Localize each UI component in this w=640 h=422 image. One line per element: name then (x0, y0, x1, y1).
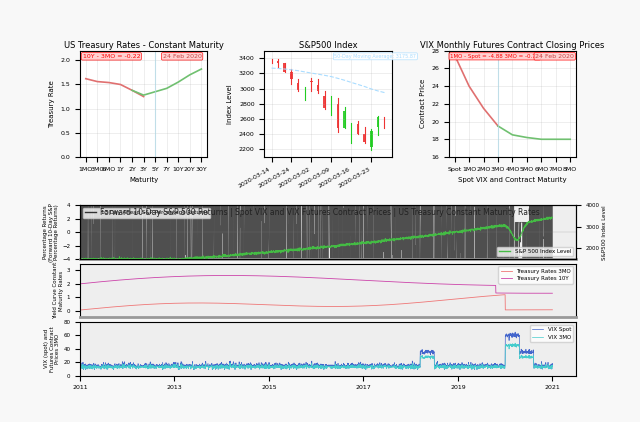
Treasury Rates 3MO (461, 295, 468, 300)
VIX Spot (480, 365, 488, 370)
VIX 3MO (461, 365, 468, 370)
Bar (323, 96, 326, 108)
Text: 10Y - 3MO = -0.22: 10Y - 3MO = -0.22 (83, 54, 140, 59)
Treasury Rates 10Y (548, 291, 556, 296)
Text: 1MO - Spot = -4.88 3MO = -0.75: 1MO - Spot = -4.88 3MO = -0.75 (450, 54, 540, 59)
VIX 3MO (76, 363, 84, 368)
Y-axis label: Yield Curve Constant
Maturity Rates: Yield Curve Constant Maturity Rates (53, 262, 64, 319)
Treasury Rates 3MO (480, 294, 488, 299)
Line: Treasury Rates 3MO: Treasury Rates 3MO (80, 295, 552, 310)
Text: 24 Feb 2020: 24 Feb 2020 (163, 54, 202, 59)
Bar (310, 81, 313, 82)
Treasury Rates 10Y (259, 273, 267, 279)
Treasury Rates 10Y (225, 273, 232, 278)
Text: 50-Day Moving Average: 3175.87: 50-Day Moving Average: 3175.87 (334, 54, 417, 59)
Title: VIX Monthly Futures Contract Closing Prices: VIX Monthly Futures Contract Closing Pri… (420, 41, 605, 50)
Bar (364, 133, 366, 141)
Treasury Rates 10Y (498, 290, 506, 295)
Treasury Rates 3MO (76, 308, 84, 313)
VIX 3MO (259, 364, 267, 369)
VIX Spot (461, 364, 468, 369)
Treasury Rates 10Y (86, 280, 93, 285)
Treasury Rates 10Y (461, 282, 468, 287)
VIX Spot (548, 363, 556, 368)
Bar (317, 85, 319, 91)
Bar (356, 124, 359, 133)
Legend: S&P 500 Index Level: S&P 500 Index Level (497, 247, 573, 257)
Text: Forward 10-Day S&P 500 Returns | Spot VIX and VIX Futures Contract Prices | US T: Forward 10-Day S&P 500 Returns | Spot VI… (100, 208, 540, 217)
VIX Spot (511, 330, 519, 335)
Legend: VIX Spot, VIX 3MO: VIX Spot, VIX 3MO (530, 325, 573, 342)
Bar (376, 117, 379, 127)
Treasury Rates 3MO (501, 292, 509, 297)
Treasury Rates 10Y (340, 277, 348, 282)
Treasury Rates 3MO (86, 306, 93, 311)
Y-axis label: S&P500 Index Level: S&P500 Index Level (602, 205, 607, 260)
Treasury Rates 10Y (76, 281, 84, 287)
Treasury Rates 3MO (548, 307, 556, 312)
VIX Spot (79, 367, 87, 372)
Bar (290, 72, 292, 79)
VIX 3MO (340, 362, 348, 368)
VIX 3MO (480, 365, 488, 370)
Bar (337, 104, 339, 128)
X-axis label: Spot VIX and Contract Maturity: Spot VIX and Contract Maturity (458, 177, 567, 183)
Treasury Rates 3MO (498, 292, 506, 298)
Treasury Rates 10Y (539, 291, 547, 296)
Legend: 13 Day Ahead S&P Percentage Returns: 13 Day Ahead S&P Percentage Returns (83, 208, 210, 218)
VIX Spot (76, 362, 84, 367)
Legend: Treasury Rates 3MO, Treasury Rates 10Y: Treasury Rates 3MO, Treasury Rates 10Y (499, 266, 573, 284)
Title: S&P500 Index: S&P500 Index (299, 41, 357, 50)
VIX Spot (498, 362, 506, 368)
Y-axis label: Percentage Returns
(Forward 10-Day S&P
Percentage Returns): Percentage Returns (Forward 10-Day S&P P… (43, 203, 60, 262)
Bar (284, 63, 286, 72)
Bar (370, 131, 372, 146)
Y-axis label: Contract Price: Contract Price (420, 79, 426, 128)
Line: Treasury Rates 10Y: Treasury Rates 10Y (80, 276, 552, 293)
Bar (297, 83, 300, 90)
Treasury Rates 3MO (259, 302, 267, 307)
Bar (343, 111, 346, 128)
Y-axis label: Index Level: Index Level (227, 84, 234, 124)
Y-axis label: VIX (spot) and
Futures Contract
Prices 3MO: VIX (spot) and Futures Contract Prices 3… (44, 326, 61, 371)
VIX 3MO (79, 367, 87, 372)
Bar (277, 60, 280, 63)
VIX 3MO (498, 363, 506, 368)
VIX Spot (259, 363, 267, 368)
Line: VIX Spot: VIX Spot (80, 332, 552, 370)
VIX Spot (86, 366, 93, 371)
VIX 3MO (548, 364, 556, 369)
VIX 3MO (86, 366, 93, 371)
VIX 3MO (511, 341, 519, 346)
Treasury Rates 3MO (340, 304, 348, 309)
Line: VIX 3MO: VIX 3MO (80, 343, 552, 369)
VIX Spot (340, 361, 348, 366)
Treasury Rates 10Y (480, 283, 488, 288)
Y-axis label: Treasury Rate: Treasury Rate (49, 80, 55, 128)
Title: US Treasury Rates - Constant Maturity: US Treasury Rates - Constant Maturity (63, 41, 223, 50)
X-axis label: Maturity: Maturity (129, 177, 158, 183)
Text: 24 Feb 2020: 24 Feb 2020 (535, 54, 574, 59)
